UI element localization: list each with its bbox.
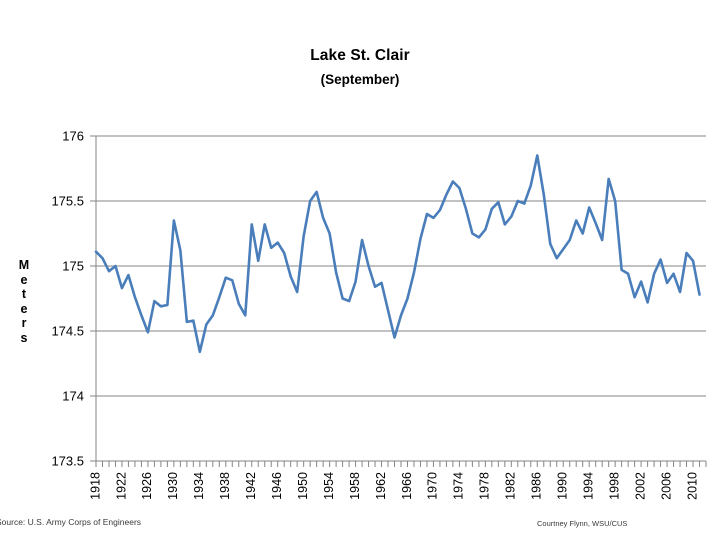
- y-axis-major-ticks: [90, 135, 96, 462]
- x-axis-tick-label: 1958: [348, 472, 362, 500]
- x-axis-tick-label: 1938: [218, 472, 232, 500]
- y-axis-title-letter: s: [20, 330, 28, 345]
- x-axis-tick-label: 1942: [244, 472, 258, 500]
- x-axis-tick-label: 1950: [296, 472, 310, 500]
- y-axis-title-letter: r: [21, 316, 27, 330]
- y-axis-title: M e t e r s: [12, 258, 36, 345]
- source-note: Source: U.S. Army Corps of Engineers: [0, 517, 142, 527]
- x-axis-minor-ticks: [95, 461, 707, 467]
- x-axis-tick-label: 1970: [426, 472, 440, 500]
- data-series-line: [94, 154, 701, 354]
- x-axis-tick-label: 2002: [633, 472, 647, 500]
- y-axis-title-letter: e: [20, 272, 28, 287]
- x-axis-tick-label: 1974: [452, 472, 466, 500]
- x-axis-tick-label: 2010: [685, 472, 699, 500]
- y-axis-tick-label: 173.5: [51, 453, 84, 468]
- x-axis-tick-label: 2006: [659, 472, 673, 500]
- x-axis-tick-label: 1994: [581, 472, 595, 500]
- credit-note: Courtney Flynn, WSU/CUS: [537, 519, 628, 528]
- y-axis-title-letter: t: [21, 287, 27, 301]
- x-axis-tick-labels: 1918 1922 1926 1930 1934 1938 1942 1946 1950 1954…: [88, 472, 699, 500]
- y-axis-tick-labels: 176 175.5 175 174.5 174 173.5: [51, 128, 84, 468]
- x-axis-tick-label: 1922: [114, 472, 128, 500]
- x-axis-tick-label: 1978: [478, 472, 492, 500]
- x-axis-tick-label: 1966: [400, 472, 414, 500]
- x-axis-tick-label: 1990: [556, 472, 570, 500]
- x-axis-tick-label: 1962: [374, 472, 388, 500]
- y-axis-tick-label: 175: [62, 258, 84, 273]
- y-axis-title-letter: e: [20, 301, 28, 316]
- x-axis-tick-label: 1998: [607, 472, 621, 500]
- x-axis-tick-label: 1918: [88, 472, 102, 500]
- x-axis-tick-label: 1986: [530, 472, 544, 500]
- x-axis-tick-label: 1934: [192, 472, 206, 500]
- x-axis-tick-label: 1946: [270, 472, 284, 500]
- y-axis-tick-label: 174.5: [51, 323, 84, 338]
- y-axis-tick-label: 176: [62, 128, 84, 143]
- x-axis-tick-label: 1926: [140, 472, 154, 500]
- y-axis-tick-label: 175.5: [51, 193, 84, 208]
- x-axis-tick-label: 1954: [322, 472, 336, 500]
- gridlines: [96, 135, 706, 462]
- chart-title: Lake St. Clair: [310, 47, 410, 64]
- y-axis-tick-label: 174: [62, 388, 84, 403]
- chart-subtitle: (September): [320, 72, 400, 87]
- chart-title-block: Lake St. Clair (September): [0, 46, 720, 90]
- x-axis-tick-label: 1982: [504, 472, 518, 500]
- x-axis-tick-label: 1930: [166, 472, 180, 500]
- y-axis-title-letter: M: [18, 258, 30, 272]
